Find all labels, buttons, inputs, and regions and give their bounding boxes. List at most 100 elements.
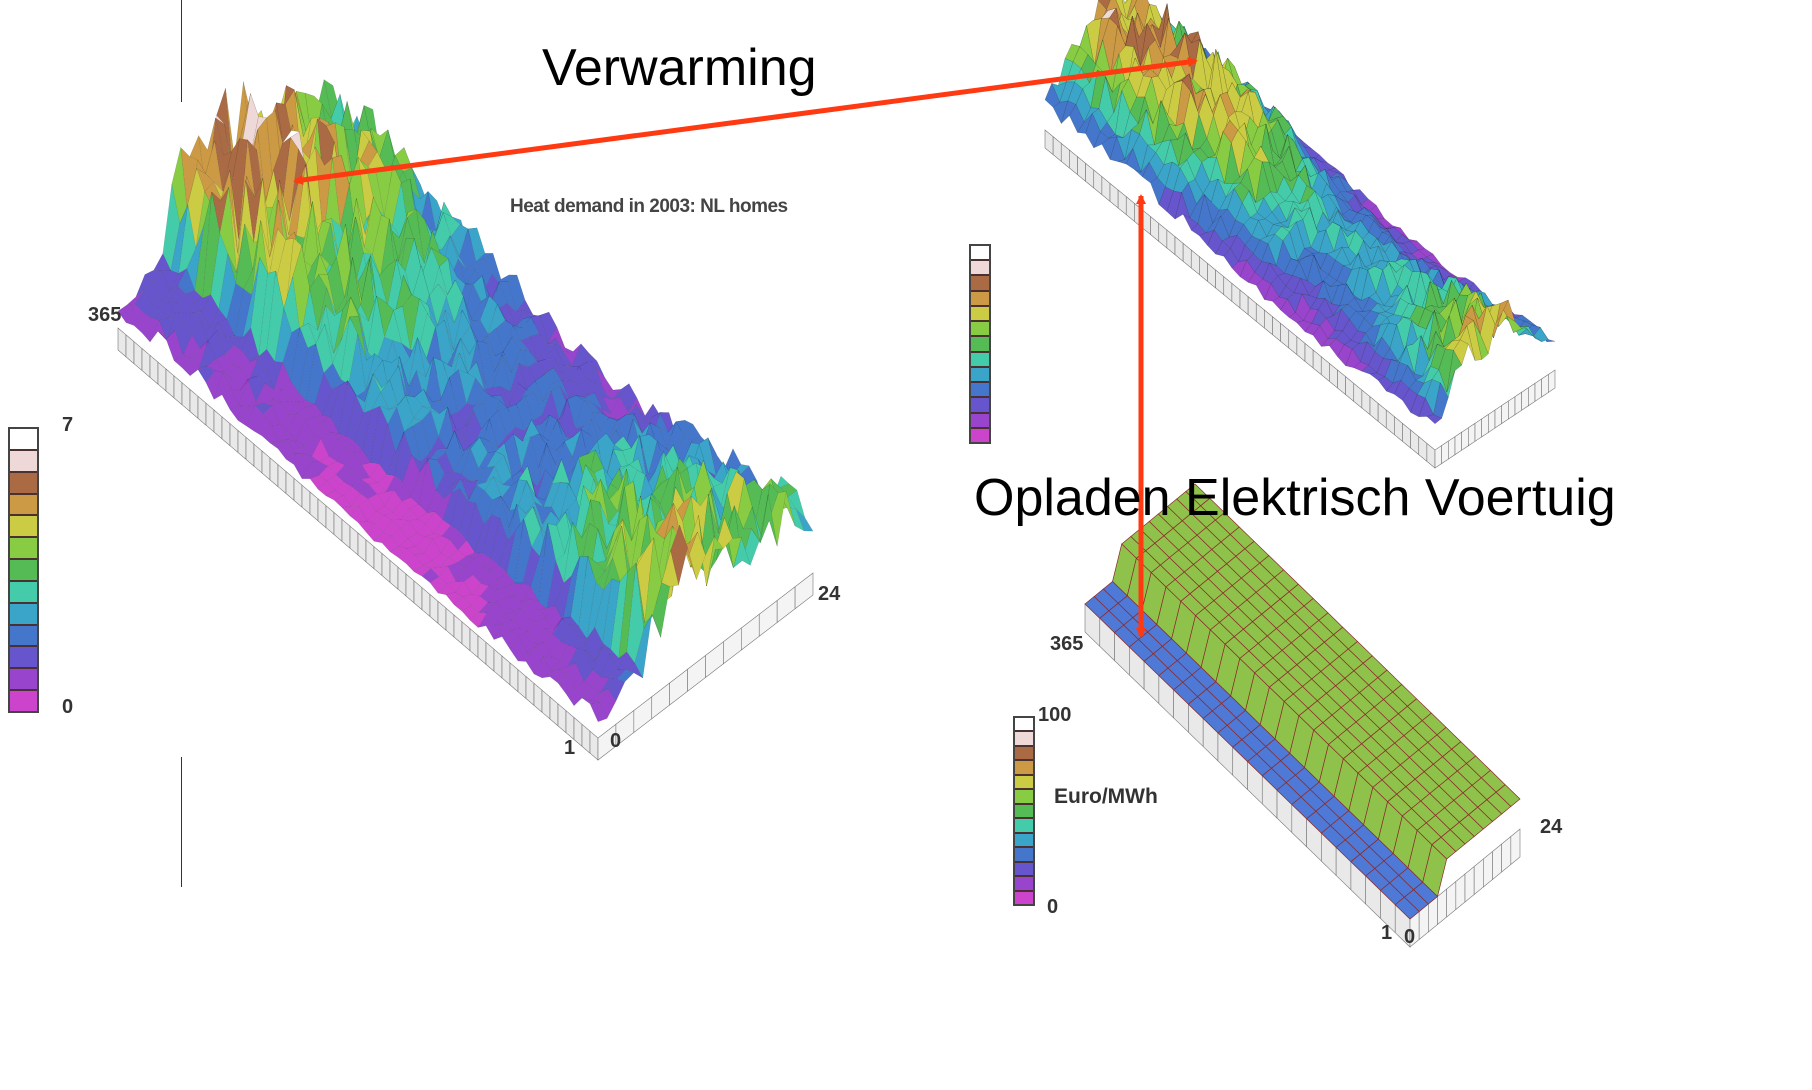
heat-cell bbox=[589, 702, 608, 722]
colorbar-swatch bbox=[10, 581, 37, 604]
colorbar-swatch bbox=[10, 494, 37, 517]
heat-base-face bbox=[269, 457, 279, 488]
price-base-face bbox=[1448, 436, 1456, 460]
chart3-colorbar-max: 100 bbox=[1038, 704, 1072, 726]
heat-base-face bbox=[253, 443, 263, 474]
colorbar-swatch bbox=[10, 450, 37, 473]
colorbar-swatch bbox=[971, 352, 989, 368]
colorbar-swatch bbox=[971, 428, 989, 443]
price-base-face bbox=[1320, 356, 1330, 382]
price-base-face bbox=[1158, 222, 1168, 249]
price-base-face bbox=[1117, 189, 1127, 216]
heat-base-face bbox=[317, 498, 327, 529]
colorbar-swatch bbox=[1015, 848, 1033, 863]
heat-base-face bbox=[723, 627, 742, 665]
price-base-face bbox=[1223, 276, 1233, 302]
colorbar-swatch bbox=[1015, 775, 1033, 791]
price-base-face bbox=[1488, 409, 1496, 434]
heat-base-face bbox=[181, 382, 191, 413]
price-base-face bbox=[1385, 409, 1395, 436]
chart3-colorbar bbox=[1013, 716, 1035, 906]
chart1-colorbar bbox=[8, 427, 39, 713]
price-base-face bbox=[1548, 369, 1556, 394]
price-base-face bbox=[1410, 429, 1420, 456]
price-base-face bbox=[1329, 362, 1338, 389]
chart3-colorbar-unit: Euro/MWh bbox=[1054, 785, 1158, 808]
heat-base-face bbox=[205, 402, 215, 433]
price-cell bbox=[1520, 325, 1536, 339]
price-base-face bbox=[1304, 342, 1314, 369]
heat-base-face bbox=[633, 696, 653, 734]
tariff-base-face bbox=[1455, 873, 1466, 911]
colorbar-swatch bbox=[971, 306, 989, 323]
heat-base-face bbox=[157, 361, 167, 392]
tariff-base-face bbox=[1492, 843, 1502, 881]
heat-base-face bbox=[149, 354, 159, 385]
heat-demand-surface bbox=[117, 79, 814, 761]
tariff-base-face bbox=[1464, 865, 1475, 903]
heat-base-face bbox=[705, 641, 724, 679]
heat-base-face bbox=[565, 710, 575, 741]
heat-base-face bbox=[549, 696, 559, 727]
price-base-face bbox=[1468, 422, 1476, 447]
heat-base-face bbox=[341, 518, 351, 549]
heat-base-face bbox=[325, 505, 335, 536]
heat-base-face bbox=[557, 703, 567, 734]
price-base-face bbox=[1541, 373, 1549, 398]
price-cell bbox=[1098, 0, 1111, 10]
heat-base-face bbox=[405, 573, 415, 604]
price-base-face bbox=[1093, 169, 1103, 196]
ev-tariff-surface bbox=[1084, 483, 1521, 948]
heat-base-face bbox=[397, 566, 407, 597]
heat-base-face bbox=[309, 491, 319, 522]
heat-base-face bbox=[189, 388, 199, 419]
tariff-base-face bbox=[1473, 858, 1484, 896]
heat-base-face bbox=[477, 634, 487, 665]
annotation-arrows bbox=[293, 57, 1198, 638]
heat-base-face bbox=[509, 662, 519, 693]
chart3-colorbar-min: 0 bbox=[1047, 896, 1059, 918]
colorbar-swatch bbox=[971, 261, 989, 277]
price-base-face bbox=[1474, 418, 1482, 442]
colorbar-swatch bbox=[10, 625, 37, 648]
price-base-face bbox=[1247, 296, 1257, 322]
price-base-face bbox=[1272, 316, 1281, 342]
heat-base-face bbox=[533, 682, 543, 713]
heat-base-face bbox=[229, 423, 239, 454]
price-base-face bbox=[1353, 382, 1363, 409]
price-base-face bbox=[1109, 182, 1119, 209]
price-base-face bbox=[1361, 389, 1371, 416]
price-base-face bbox=[1101, 176, 1111, 202]
heat-base-face bbox=[429, 593, 439, 624]
heat-base-face bbox=[237, 429, 247, 460]
heat-base-face bbox=[485, 641, 495, 672]
tariff-base-face bbox=[1510, 828, 1521, 866]
heat-base-face bbox=[581, 723, 591, 754]
colorbar-swatch bbox=[10, 647, 37, 670]
heat-base-face bbox=[758, 599, 778, 637]
heat-base-face bbox=[525, 675, 535, 706]
heat-base-face bbox=[117, 327, 127, 358]
heat-base-face bbox=[293, 477, 303, 508]
price-base-face bbox=[1231, 282, 1241, 309]
price-base-face bbox=[1508, 396, 1516, 420]
heating-annotation: Verwarming bbox=[542, 39, 817, 97]
colorbar-swatch bbox=[971, 337, 989, 353]
colorbar-swatch bbox=[971, 322, 989, 338]
colorbar-swatch bbox=[10, 516, 37, 539]
price-cell bbox=[1433, 382, 1449, 419]
colorbar-swatch bbox=[1015, 891, 1033, 905]
heat-base-face bbox=[589, 730, 599, 761]
heat-base-face bbox=[173, 375, 183, 406]
tariff-base-face bbox=[1501, 835, 1512, 873]
chart1-colorbar-max: 7 bbox=[62, 414, 74, 436]
colorbar-swatch bbox=[1015, 761, 1033, 776]
heat-base-face bbox=[541, 689, 551, 720]
heat-base-face bbox=[277, 464, 287, 495]
price-base-face bbox=[1377, 402, 1387, 429]
price-base-face bbox=[1280, 322, 1290, 349]
colorbar-swatch bbox=[971, 276, 989, 292]
price-base-face bbox=[1481, 413, 1489, 438]
chart1-colorbar-min: 0 bbox=[62, 696, 74, 718]
